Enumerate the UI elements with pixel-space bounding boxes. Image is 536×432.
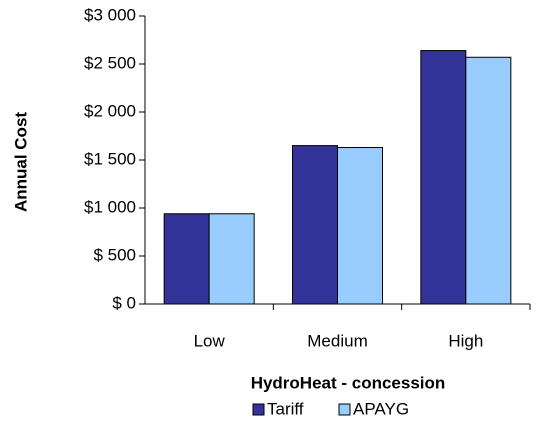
- y-tick-label: $3 000: [84, 5, 136, 24]
- legend-label: Tariff: [267, 399, 304, 418]
- bar: [292, 145, 338, 305]
- y-tick-label: $ 500: [93, 245, 136, 264]
- y-tick-label: $2 000: [84, 101, 136, 120]
- legend-label: APAYG: [353, 399, 409, 418]
- y-tick-label: $2 500: [84, 53, 136, 72]
- y-tick-label: $1 500: [84, 149, 136, 168]
- x-tick-label: Low: [194, 331, 226, 350]
- x-tick-label: High: [448, 331, 483, 350]
- bar: [420, 50, 467, 305]
- bar: [337, 147, 383, 305]
- y-tick-label: $ 0: [112, 293, 136, 312]
- x-axis-label: HydroHeat - concession: [251, 373, 446, 392]
- bar: [465, 56, 512, 305]
- legend-swatch: [252, 403, 265, 416]
- y-axis-label: Annual Cost: [11, 112, 30, 212]
- bar: [208, 213, 255, 305]
- y-tick-label: $1 000: [84, 197, 136, 216]
- bar: [163, 213, 210, 305]
- legend-swatch: [338, 403, 351, 416]
- x-tick-label: Medium: [307, 331, 367, 350]
